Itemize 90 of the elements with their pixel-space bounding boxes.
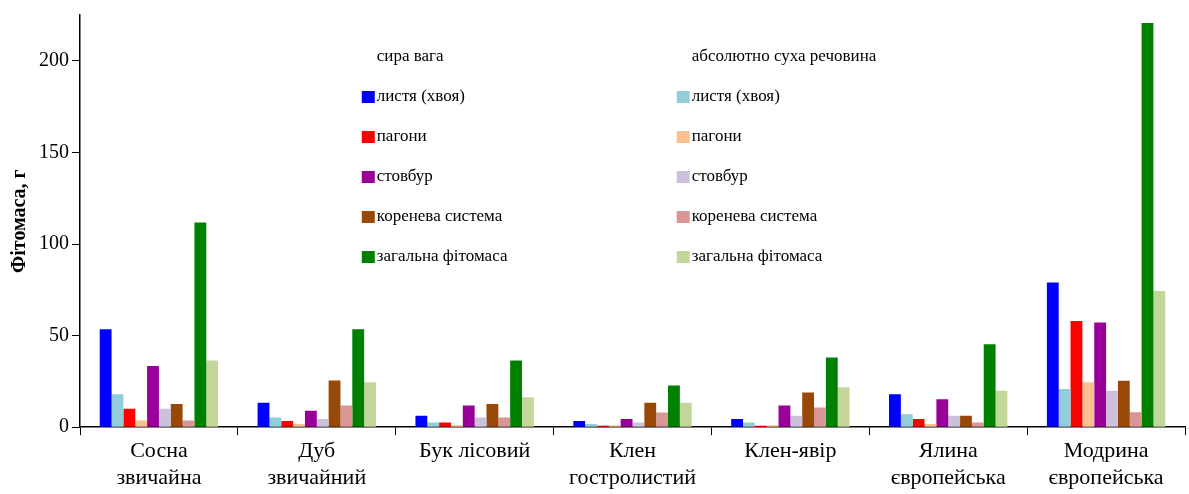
bar xyxy=(427,422,440,427)
bar xyxy=(510,360,522,427)
bar xyxy=(316,418,329,427)
bar xyxy=(123,408,136,427)
bar xyxy=(498,417,511,427)
bar xyxy=(170,403,183,427)
annotation: сира вага xyxy=(376,46,445,66)
bar xyxy=(257,402,270,427)
bar xyxy=(462,405,475,427)
legend-label: стовбур xyxy=(376,166,433,186)
x-tick-label: Дуб звичайний xyxy=(267,437,367,489)
legend-label: загальна фітомаса xyxy=(376,246,508,266)
bar xyxy=(679,402,692,427)
bar xyxy=(837,387,850,427)
bar xyxy=(304,410,317,427)
bar xyxy=(1141,22,1154,427)
bar xyxy=(522,397,534,427)
x-tick-label: Ялина європейська xyxy=(890,437,1006,489)
bar xyxy=(194,222,207,427)
bar xyxy=(111,394,124,427)
bar xyxy=(983,344,996,427)
bar xyxy=(1082,382,1095,427)
bar xyxy=(147,366,159,427)
x-tick-label: Бук лісовий xyxy=(419,437,531,463)
bar xyxy=(1117,380,1130,427)
y-tick-label: 200 xyxy=(39,48,69,71)
bar xyxy=(206,360,219,427)
legend-label: стовбур xyxy=(691,166,748,186)
bar xyxy=(486,403,499,427)
legend-label: пагони xyxy=(691,126,742,146)
y-tick-label: 150 xyxy=(39,139,69,162)
bar xyxy=(1070,320,1083,427)
legend-label: коренева система xyxy=(376,206,503,226)
bar xyxy=(971,422,984,427)
legend-label: листя (хвоя) xyxy=(691,86,780,106)
bar xyxy=(1046,282,1059,427)
bar xyxy=(644,402,657,427)
bar xyxy=(415,415,428,427)
bar xyxy=(731,418,743,427)
bar xyxy=(1106,390,1118,427)
bar xyxy=(814,407,826,427)
legend-label: листя (хвоя) xyxy=(376,86,465,106)
y-tick-label: 100 xyxy=(39,231,69,254)
bar xyxy=(99,329,112,427)
legend-label: загальна фітомаса xyxy=(691,246,823,266)
y-tick-label: 50 xyxy=(49,322,69,345)
x-tick-label: Сосна звичайна xyxy=(116,437,202,489)
bar xyxy=(182,420,195,427)
bar xyxy=(135,420,148,427)
bar xyxy=(364,382,376,427)
bar xyxy=(790,415,803,427)
bar xyxy=(573,420,586,427)
legend-label: пагони xyxy=(376,126,427,146)
bar xyxy=(668,385,680,427)
y-axis-title: Фітомаса, г xyxy=(7,169,30,273)
bar xyxy=(960,415,972,427)
annotation: абсолютно суха речовина xyxy=(691,46,877,66)
bar xyxy=(743,422,755,427)
bar xyxy=(620,418,633,427)
legend-label: коренева система xyxy=(691,206,818,226)
bar xyxy=(293,423,305,427)
x-tick-label: Модрина європейська xyxy=(1048,437,1164,489)
bar xyxy=(924,424,937,427)
bar xyxy=(995,390,1008,427)
bar xyxy=(158,408,171,427)
bar xyxy=(269,417,282,427)
x-tick-label: Клен гостролистий xyxy=(568,437,697,489)
x-tick-label: Клен-явір xyxy=(744,437,837,463)
bar xyxy=(936,399,949,427)
bar xyxy=(1153,291,1166,427)
bar xyxy=(1094,322,1107,427)
bar xyxy=(900,414,913,427)
bar xyxy=(656,412,669,427)
bar xyxy=(585,424,597,427)
bar xyxy=(1058,389,1071,427)
bar xyxy=(1129,412,1142,427)
bar xyxy=(340,405,353,427)
bar xyxy=(352,329,365,427)
bar xyxy=(778,405,791,427)
bar xyxy=(802,392,815,427)
bar xyxy=(474,417,487,427)
bar xyxy=(889,394,901,427)
bar xyxy=(439,422,451,427)
bar xyxy=(328,380,341,427)
bar xyxy=(632,422,645,427)
bar xyxy=(912,418,925,427)
y-tick-label: 0 xyxy=(59,414,69,437)
bar xyxy=(825,357,838,427)
bar xyxy=(281,420,294,427)
bar xyxy=(948,415,961,427)
